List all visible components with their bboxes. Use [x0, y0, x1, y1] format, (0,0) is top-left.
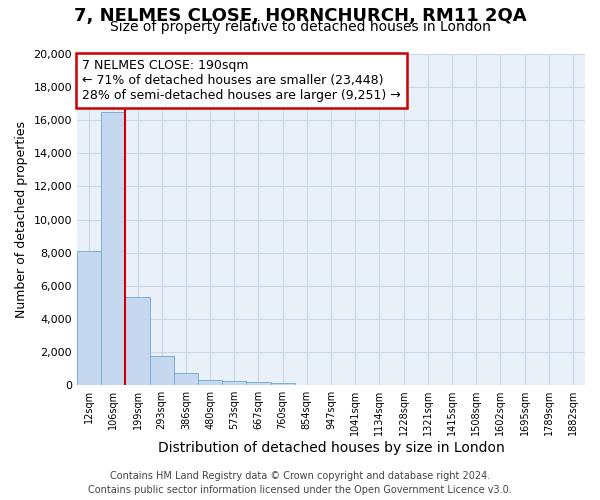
Y-axis label: Number of detached properties: Number of detached properties: [15, 121, 28, 318]
Bar: [101, 112, 125, 385]
Text: 7 NELMES CLOSE: 190sqm
← 71% of detached houses are smaller (23,448)
28% of semi: 7 NELMES CLOSE: 190sqm ← 71% of detached…: [82, 59, 401, 102]
Bar: [125, 298, 149, 385]
Bar: [198, 380, 222, 385]
Bar: [247, 382, 271, 385]
Bar: [174, 372, 198, 385]
Bar: [77, 251, 101, 385]
Bar: [222, 382, 247, 385]
Bar: [271, 382, 295, 385]
Text: Size of property relative to detached houses in London: Size of property relative to detached ho…: [110, 20, 490, 34]
Bar: [149, 356, 174, 385]
X-axis label: Distribution of detached houses by size in London: Distribution of detached houses by size …: [158, 441, 505, 455]
Text: Contains HM Land Registry data © Crown copyright and database right 2024.
Contai: Contains HM Land Registry data © Crown c…: [88, 471, 512, 495]
Text: 7, NELMES CLOSE, HORNCHURCH, RM11 2QA: 7, NELMES CLOSE, HORNCHURCH, RM11 2QA: [74, 8, 526, 26]
